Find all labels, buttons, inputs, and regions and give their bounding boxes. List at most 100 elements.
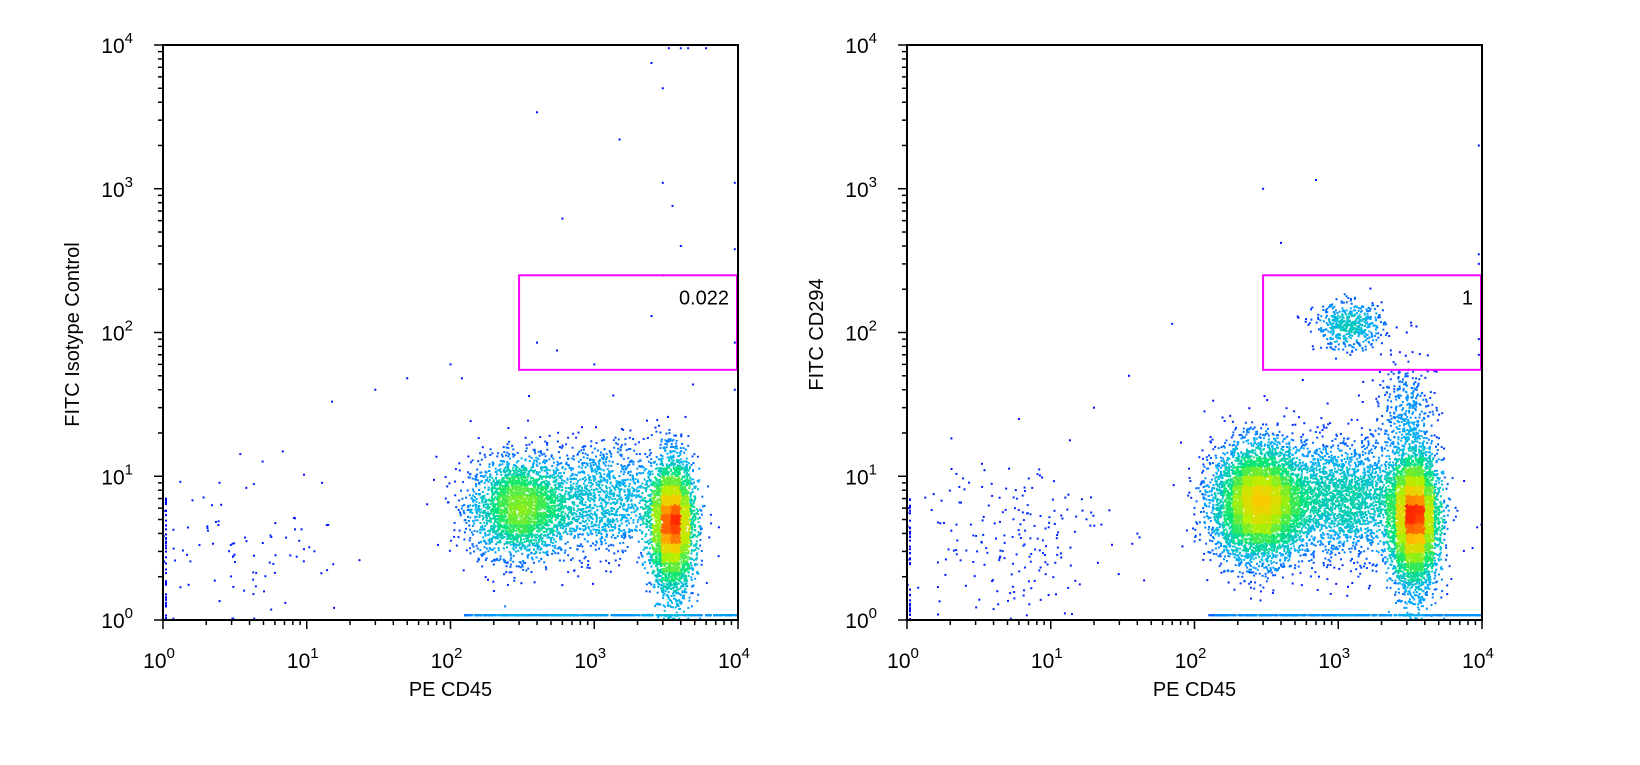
event-point: [654, 476, 656, 479]
event-point: [553, 479, 556, 482]
event-point: [528, 535, 531, 538]
event-point: [525, 531, 528, 534]
event-point: [471, 477, 474, 480]
event-point: [558, 462, 561, 465]
event-point: [655, 490, 658, 493]
event-point: [537, 478, 540, 481]
event-point: [508, 480, 511, 483]
event-point: [491, 477, 494, 480]
event-point: [488, 463, 491, 466]
event-point: [660, 454, 662, 457]
event-point: [696, 517, 699, 520]
event-point: [500, 537, 503, 540]
event-point: [675, 598, 677, 601]
event-point: [525, 469, 528, 472]
event-point: [515, 536, 518, 539]
event-point: [665, 465, 668, 468]
event-point: [529, 518, 532, 521]
event-point: [478, 516, 481, 519]
event-point: [501, 463, 504, 466]
event-point: [496, 487, 499, 490]
event-point: [474, 474, 477, 477]
event-point: [530, 466, 533, 469]
event-point: [538, 536, 541, 539]
event-point: [460, 507, 463, 510]
event-point: [566, 497, 569, 500]
event-point: [476, 519, 479, 522]
event-point: [540, 483, 543, 485]
event-point: [543, 497, 546, 500]
event-point: [539, 533, 542, 536]
event-point: [459, 513, 462, 515]
event-point: [662, 591, 665, 594]
event-point: [495, 503, 498, 506]
event-point: [560, 514, 563, 517]
event-point: [454, 494, 457, 497]
event-point: [459, 514, 462, 517]
event-point: [513, 492, 516, 495]
event-point: [468, 476, 471, 479]
event-point: [539, 551, 542, 554]
event-point: [529, 496, 532, 499]
event-point: [568, 522, 571, 525]
event-point: [491, 500, 494, 503]
event-point: [655, 523, 658, 526]
event-point: [507, 510, 510, 513]
event-point: [536, 518, 539, 521]
event-point: [656, 567, 659, 570]
event-point: [474, 478, 477, 481]
event-point: [521, 479, 524, 482]
event-point: [509, 522, 512, 525]
event-point: [497, 510, 500, 513]
event-point: [507, 462, 510, 465]
event-point: [484, 498, 487, 501]
event-point: [540, 490, 543, 492]
event-point: [689, 533, 692, 536]
event-point: [520, 485, 523, 488]
event-point: [531, 535, 534, 538]
event-point: [503, 481, 506, 484]
event-point: [519, 507, 522, 510]
event-point: [511, 474, 514, 477]
event-point: [510, 571, 513, 574]
event-point: [682, 610, 685, 613]
event-point: [551, 529, 554, 532]
event-point: [678, 599, 681, 602]
event-point: [517, 477, 520, 480]
event-point: [546, 490, 549, 493]
event-point: [475, 515, 478, 518]
event-point: [530, 456, 533, 459]
event-point: [509, 540, 512, 543]
event-point: [530, 489, 533, 492]
event-point: [490, 548, 493, 551]
event-point: [523, 502, 525, 505]
event-point: [521, 521, 524, 524]
event-point: [484, 456, 487, 459]
event-point: [491, 490, 494, 492]
event-point: [542, 534, 545, 537]
event-point: [487, 503, 490, 506]
event-point: [503, 536, 506, 538]
event-point: [666, 443, 669, 446]
event-point: [560, 479, 563, 482]
event-point: [499, 484, 502, 487]
event-point: [695, 508, 698, 511]
event-point: [665, 432, 668, 435]
event-point: [651, 572, 654, 575]
event-point: [550, 486, 553, 489]
event-point: [575, 497, 578, 500]
event-point: [521, 513, 524, 516]
event-point: [576, 548, 579, 551]
event-point: [543, 561, 546, 564]
event-point: [499, 468, 502, 471]
event-point: [531, 533, 534, 536]
event-point: [536, 548, 539, 551]
event-point: [658, 424, 660, 427]
event-point: [500, 508, 503, 511]
event-point: [502, 481, 505, 484]
event-point: [549, 474, 552, 477]
event-point: [679, 587, 682, 590]
event-point: [536, 530, 539, 533]
event-point: [550, 516, 553, 519]
event-point: [535, 491, 538, 494]
